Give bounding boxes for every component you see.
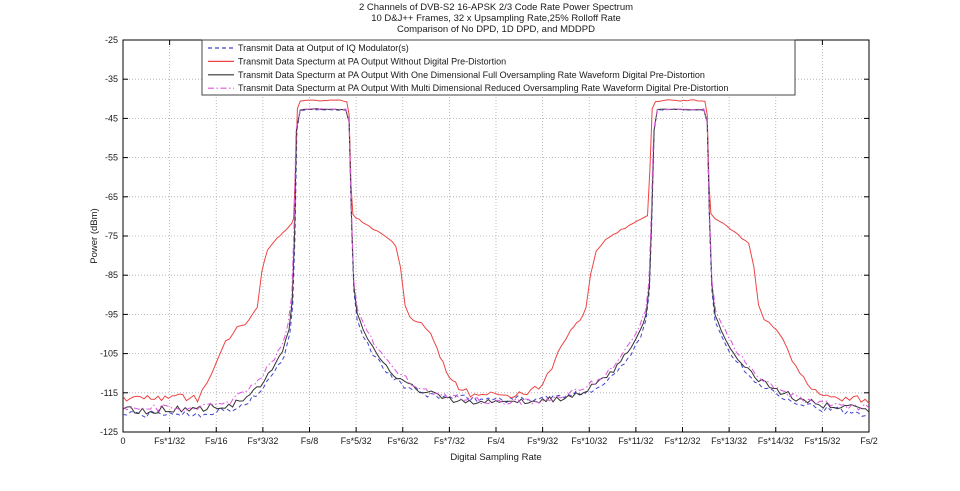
x-tick-label: Fs*14/32 xyxy=(758,436,794,446)
legend-entry-label: Transmit Data at Output of IQ Modulator(… xyxy=(238,43,409,53)
y-tick-label: -35 xyxy=(105,74,118,84)
chart-title-line-1: 2 Channels of DVB-S2 16-APSK 2/3 Code Ra… xyxy=(359,2,633,13)
y-tick-label: -25 xyxy=(105,35,118,45)
y-tick-label: -75 xyxy=(105,231,118,241)
x-tick-label: Fs*3/32 xyxy=(247,436,278,446)
y-tick-label: -125 xyxy=(100,427,118,437)
legend-entry-label: Transmit Data Specturm at PA Output With… xyxy=(238,70,705,80)
y-tick-label: -45 xyxy=(105,113,118,123)
x-tick-label: Fs/2 xyxy=(860,436,878,446)
series-line-0 xyxy=(123,108,869,419)
y-tick-label: -65 xyxy=(105,192,118,202)
x-tick-label: Fs/8 xyxy=(301,436,319,446)
x-tick-label: Fs*10/32 xyxy=(571,436,607,446)
x-tick-label: Fs*6/32 xyxy=(387,436,418,446)
legend-box xyxy=(201,39,796,96)
y-tick-label: -105 xyxy=(100,349,118,359)
x-tick-label: Fs*11/32 xyxy=(618,436,653,446)
x-tick-label: Fs*5/32 xyxy=(341,436,372,446)
x-tick-label: Fs*7/32 xyxy=(434,436,465,446)
x-tick-label: Fs*1/32 xyxy=(154,436,185,446)
plot-area: 0 Fs*1/32 Fs/16 Fs*3/32 Fs/8 Fs*5/32 Fs*6/32 Fs… xyxy=(100,35,878,446)
y-tick-label: -115 xyxy=(101,388,118,398)
y-tick-label: -55 xyxy=(105,153,118,163)
chart-title-line-2: 10 D&J++ Frames, 32 x Upsampling Rate,25… xyxy=(371,13,621,24)
x-axis-label: Digital Sampling Rate xyxy=(450,452,541,463)
series-line-1 xyxy=(123,99,869,404)
chart-title-line-3: Comparison of No DPD, 1D DPD, and MDDPD xyxy=(397,24,595,35)
x-tick-label: 0 xyxy=(120,436,125,446)
y-tick-label: -95 xyxy=(105,309,118,319)
x-tick-label: Fs*15/32 xyxy=(804,436,840,446)
x-tick-label: Fs/16 xyxy=(205,436,228,446)
y-axis-label: Power (dBm) xyxy=(89,208,100,263)
x-tick-label: Fs*12/32 xyxy=(664,436,700,446)
legend-entry-label: Transmit Data Specturm at PA Output With… xyxy=(238,83,728,93)
x-tick-label: Fs*9/32 xyxy=(527,436,558,446)
y-tick-label: -85 xyxy=(105,270,118,280)
x-tick-label: Fs/4 xyxy=(487,436,505,446)
series-line-3 xyxy=(123,108,869,413)
legend-entry-label: Transmit Data Specturm at PA Output With… xyxy=(238,56,506,66)
x-tick-label: Fs*13/32 xyxy=(711,436,747,446)
series-line-2 xyxy=(123,108,869,415)
